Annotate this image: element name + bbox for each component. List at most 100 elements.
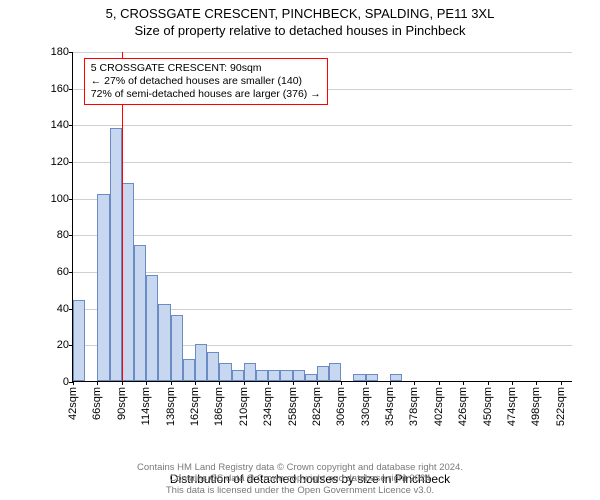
x-tick-label: 306sqm — [335, 387, 347, 426]
x-tick-mark — [293, 381, 294, 385]
histogram-bar — [207, 352, 219, 381]
x-tick-mark — [561, 381, 562, 385]
x-tick-mark — [463, 381, 464, 385]
histogram-bar — [122, 183, 134, 381]
x-tick-mark — [171, 381, 172, 385]
y-tick-mark — [69, 235, 73, 236]
x-tick-label: 114sqm — [140, 387, 152, 425]
y-tick-label: 120 — [51, 156, 69, 168]
x-tick-mark — [341, 381, 342, 385]
histogram-bar — [366, 374, 378, 381]
x-tick-mark — [122, 381, 123, 385]
histogram-bar — [353, 374, 365, 381]
x-tick-mark — [536, 381, 537, 385]
x-tick-label: 42sqm — [67, 387, 79, 420]
x-tick-label: 402sqm — [433, 387, 445, 426]
x-tick-label: 210sqm — [238, 387, 250, 426]
x-tick-mark — [366, 381, 367, 385]
footer-line-3: This data is licensed under the Open Gov… — [0, 485, 600, 496]
x-tick-mark — [195, 381, 196, 385]
chart-container: Number of detached properties 5 CROSSGAT… — [40, 44, 580, 424]
marker-info-box: 5 CROSSGATE CRESCENT: 90sqm ← 27% of det… — [84, 58, 328, 105]
x-tick-mark — [390, 381, 391, 385]
info-line-3: 72% of semi-detached houses are larger (… — [91, 88, 321, 101]
x-tick-label: 234sqm — [262, 387, 274, 426]
x-tick-mark — [439, 381, 440, 385]
histogram-bar — [293, 370, 305, 381]
histogram-bar — [317, 366, 329, 381]
histogram-bar — [390, 374, 402, 381]
histogram-bar — [219, 363, 231, 381]
x-tick-mark — [146, 381, 147, 385]
chart-title-main: 5, CROSSGATE CRESCENT, PINCHBECK, SPALDI… — [0, 6, 600, 21]
x-tick-mark — [317, 381, 318, 385]
y-tick-label: 160 — [51, 83, 69, 95]
x-tick-mark — [97, 381, 98, 385]
footer-line-1: Contains HM Land Registry data © Crown c… — [0, 462, 600, 473]
x-tick-label: 474sqm — [506, 387, 518, 426]
y-tick-mark — [69, 272, 73, 273]
x-tick-label: 66sqm — [91, 387, 103, 420]
x-tick-mark — [268, 381, 269, 385]
y-tick-label: 60 — [57, 266, 69, 278]
histogram-bar — [244, 363, 256, 381]
x-tick-label: 354sqm — [384, 387, 396, 426]
y-tick-mark — [69, 52, 73, 53]
x-tick-mark — [244, 381, 245, 385]
y-tick-mark — [69, 89, 73, 90]
grid-line — [73, 199, 572, 200]
x-tick-label: 90sqm — [116, 387, 128, 420]
grid-line — [73, 272, 572, 273]
y-tick-mark — [69, 125, 73, 126]
histogram-bar — [171, 315, 183, 381]
info-line-1: 5 CROSSGATE CRESCENT: 90sqm — [91, 62, 321, 75]
histogram-bar — [158, 304, 170, 381]
x-tick-mark — [73, 381, 74, 385]
y-tick-label: 100 — [51, 193, 69, 205]
x-tick-mark — [219, 381, 220, 385]
histogram-bar — [268, 370, 280, 381]
histogram-bar — [232, 370, 244, 381]
x-tick-label: 450sqm — [482, 387, 494, 426]
plot-area: 5 CROSSGATE CRESCENT: 90sqm ← 27% of det… — [72, 52, 572, 382]
y-tick-label: 20 — [57, 339, 69, 351]
histogram-bar — [329, 363, 341, 381]
histogram-bar — [73, 300, 85, 381]
x-tick-label: 258sqm — [287, 387, 299, 426]
y-tick-label: 140 — [51, 119, 69, 131]
grid-line — [73, 125, 572, 126]
grid-line — [73, 162, 572, 163]
x-tick-label: 138sqm — [165, 387, 177, 426]
grid-line — [73, 52, 572, 53]
y-tick-mark — [69, 199, 73, 200]
histogram-bar — [280, 370, 292, 381]
x-tick-label: 162sqm — [189, 387, 201, 426]
x-tick-label: 330sqm — [360, 387, 372, 426]
x-tick-label: 426sqm — [457, 387, 469, 426]
x-tick-label: 186sqm — [213, 387, 225, 426]
histogram-bar — [146, 275, 158, 381]
x-tick-mark — [488, 381, 489, 385]
y-tick-mark — [69, 162, 73, 163]
grid-line — [73, 235, 572, 236]
x-tick-mark — [512, 381, 513, 385]
histogram-bar — [134, 245, 146, 381]
histogram-bar — [110, 128, 122, 381]
y-tick-label: 180 — [51, 46, 69, 58]
histogram-bar — [97, 194, 109, 381]
chart-title-sub: Size of property relative to detached ho… — [0, 23, 600, 38]
histogram-bar — [305, 374, 317, 381]
x-tick-label: 498sqm — [530, 387, 542, 426]
info-line-2: ← 27% of detached houses are smaller (14… — [91, 75, 321, 88]
x-tick-label: 378sqm — [408, 387, 420, 426]
y-tick-label: 80 — [57, 229, 69, 241]
histogram-bar — [195, 344, 207, 381]
histogram-bar — [183, 359, 195, 381]
histogram-bar — [256, 370, 268, 381]
y-tick-label: 40 — [57, 303, 69, 315]
x-tick-label: 522sqm — [555, 387, 567, 426]
x-tick-label: 282sqm — [311, 387, 323, 426]
footer-line-2: Contains OS data © Crown copyright and d… — [0, 473, 600, 484]
footer-attribution: Contains HM Land Registry data © Crown c… — [0, 462, 600, 496]
x-tick-mark — [414, 381, 415, 385]
